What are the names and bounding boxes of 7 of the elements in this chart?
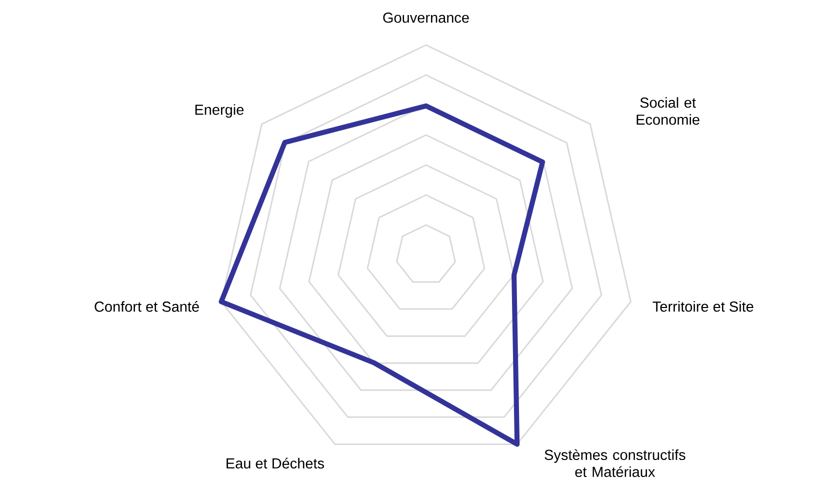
spoke-label: Gouvernance — [383, 12, 469, 23]
spoke-label: Territoire et Site — [652, 301, 754, 312]
spoke-label: Systèmes constructifs et Matériaux — [544, 449, 686, 478]
spoke-label: Confort et Santé — [94, 301, 199, 312]
spoke-label: Eau et Déchets — [226, 458, 324, 469]
spoke-label: Energie — [195, 104, 244, 118]
spoke-label: Social et Economie — [636, 97, 700, 125]
